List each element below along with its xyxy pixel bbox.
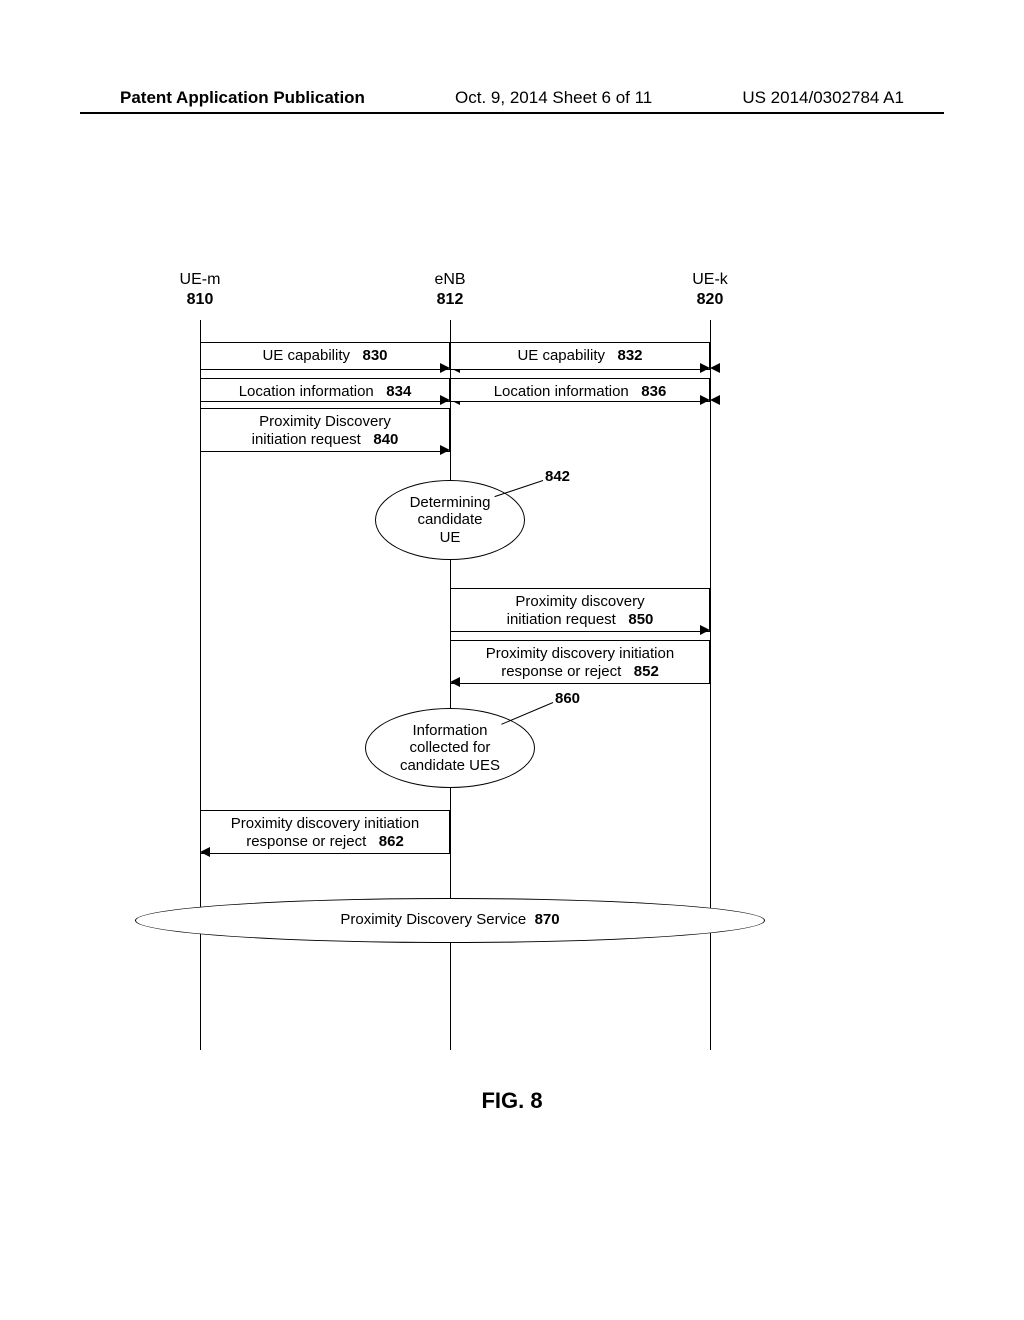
message-862: Proximity discovery initiationresponse o… [200, 810, 450, 854]
page-header: Patent Application Publication Oct. 9, 2… [0, 88, 1024, 108]
message-840: Proximity Discoveryinitiation request 84… [200, 408, 450, 452]
header-left: Patent Application Publication [120, 88, 365, 108]
message-850: Proximity discoveryinitiation request 85… [450, 588, 710, 632]
arrowhead-icon [440, 445, 450, 455]
message-830: UE capability 830 [200, 342, 450, 370]
process-842: DeterminingcandidateUE [375, 480, 525, 560]
arrowhead-icon [440, 363, 450, 373]
arrowhead-icon [700, 363, 710, 373]
process-870: Proximity Discovery Service 870 [135, 898, 765, 943]
lifeline-uek [710, 320, 711, 1050]
header-rule [80, 112, 944, 114]
sequence-diagram: UE-m810 eNB812 UE-k820 UE capability 830UE … [150, 270, 830, 1070]
participant-enb: eNB812 [410, 270, 490, 310]
participant-uek: UE-k820 [670, 270, 750, 310]
message-852: Proximity discovery initiationresponse o… [450, 640, 710, 684]
leader-line [495, 480, 543, 497]
arrowhead-icon [200, 847, 210, 857]
arrowhead-icon [440, 395, 450, 405]
message-832: UE capability 832 [450, 342, 710, 370]
message-834: Location information 834 [200, 378, 450, 402]
figure-caption: FIG. 8 [0, 1088, 1024, 1114]
ref-860: 860 [555, 690, 580, 707]
arrowhead-icon [710, 395, 720, 405]
arrowhead-icon [710, 363, 720, 373]
header-center: Oct. 9, 2014 Sheet 6 of 11 [455, 88, 652, 108]
arrowhead-icon [700, 395, 710, 405]
message-836: Location information 836 [450, 378, 710, 402]
leader-line [501, 702, 553, 725]
arrowhead-icon [700, 625, 710, 635]
header-right: US 2014/0302784 A1 [742, 88, 904, 108]
ref-842: 842 [545, 468, 570, 485]
arrowhead-icon [450, 677, 460, 687]
participant-uem: UE-m810 [160, 270, 240, 310]
